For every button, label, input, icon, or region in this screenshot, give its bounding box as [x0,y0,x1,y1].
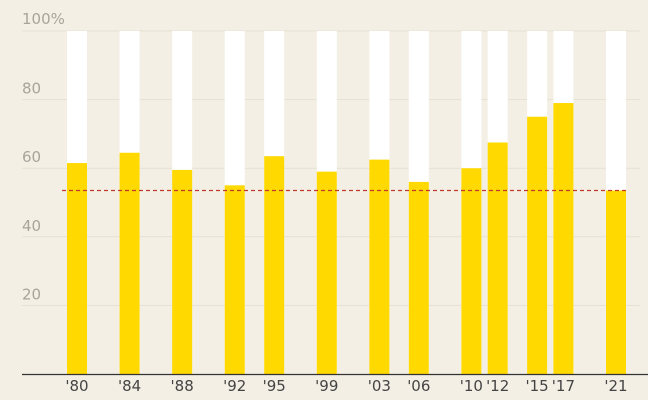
x-tick-label: '92 [223,377,246,395]
bar [461,168,482,374]
bar [408,181,429,374]
x-tick-labels: '80 '84 '88 '92 '95 '99 '03 '06 '10'12 '15'17 '21 [65,377,627,395]
y-tick-labels: 20 40 60 80 100% [22,10,65,303]
x-tick-label: '06 [407,377,430,395]
y-tick-label: 80 [22,80,41,98]
x-tick-label: '10 [460,377,483,395]
x-tick-label: '17 [552,377,575,395]
y-tick-label: 20 [22,285,41,303]
y-tick-label: 100% [22,10,65,28]
bar [119,152,140,374]
y-tick-label: 40 [22,217,41,235]
bar [264,156,285,374]
bar [369,159,390,374]
bars [67,31,626,374]
x-tick-label: '80 [65,377,88,395]
bar [224,185,245,374]
bar [67,163,87,374]
bar [553,103,574,374]
x-tick-label: '99 [315,377,338,395]
bar [487,142,508,374]
x-tick-label: '03 [368,377,391,395]
x-tick-label: '88 [171,377,194,395]
y-tick-label: 60 [22,148,41,166]
x-tick-label: '15 [526,377,549,395]
bar [172,169,193,374]
x-tick-label: '21 [604,377,627,395]
bar [316,171,337,374]
bar [606,190,626,374]
bar [527,116,548,374]
x-tick-label: '12 [486,377,509,395]
x-tick-label: '84 [118,377,141,395]
x-tick-label: '95 [263,377,286,395]
